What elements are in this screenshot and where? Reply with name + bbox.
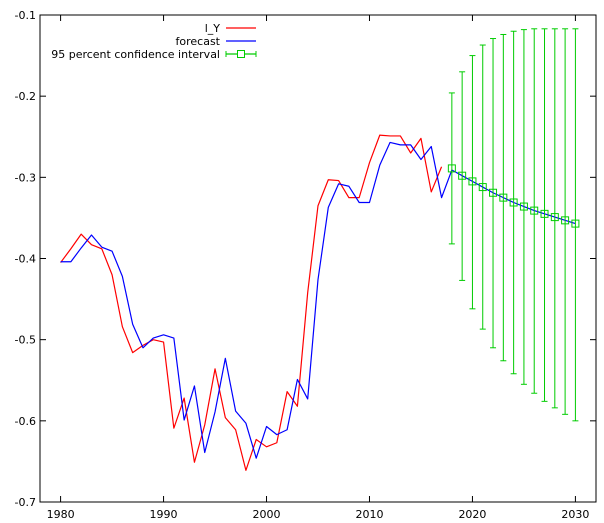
series-line-l-y: [60, 134, 443, 471]
legend-entry-confidence-interval: 95 percent confidence interval: [51, 48, 257, 61]
ci-marker: [530, 206, 539, 215]
axis-ticks: [40, 14, 596, 503]
ci-marker: [519, 202, 528, 211]
x-tick-label: 2020: [458, 508, 486, 521]
legend-label: forecast: [176, 35, 221, 48]
y-tick-label: -0.1: [15, 9, 36, 22]
legend-entry-l-y: l_Y: [205, 22, 256, 35]
x-tick-label: 1990: [150, 508, 178, 521]
y-tick-label: -0.7: [15, 496, 36, 509]
ci-marker: [447, 164, 456, 173]
ci-marker: [509, 198, 518, 207]
ci-marker: [540, 209, 549, 218]
legend-label: l_Y: [205, 22, 221, 35]
confidence-interval: [447, 28, 580, 422]
ci-marker: [499, 193, 508, 202]
y-tick-label: -0.2: [15, 90, 36, 103]
y-tick-label: -0.4: [15, 253, 36, 266]
legend-label: 95 percent confidence interval: [51, 48, 220, 61]
legend-swatch-marker: [237, 50, 245, 58]
ci-marker: [489, 188, 498, 197]
ci-marker: [561, 216, 570, 225]
ci-marker: [550, 213, 559, 222]
axis-tick-labels: 1980 1990 2000 2010 2020 2030 -0.1 -0.2 -0.3 -0.4…: [15, 9, 590, 521]
x-tick-label: 2030: [561, 508, 589, 521]
x-tick-label: 2010: [355, 508, 383, 521]
ci-marker: [468, 177, 477, 186]
y-tick-label: -0.3: [15, 171, 36, 184]
legend-entry-forecast: forecast: [176, 35, 256, 48]
ci-marker: [571, 219, 580, 228]
y-tick-label: -0.5: [15, 334, 36, 347]
x-tick-label: 2000: [253, 508, 281, 521]
y-tick-label: -0.6: [15, 415, 36, 428]
x-tick-label: 1980: [47, 508, 75, 521]
ci-marker: [478, 183, 487, 192]
ci-marker: [458, 171, 467, 180]
